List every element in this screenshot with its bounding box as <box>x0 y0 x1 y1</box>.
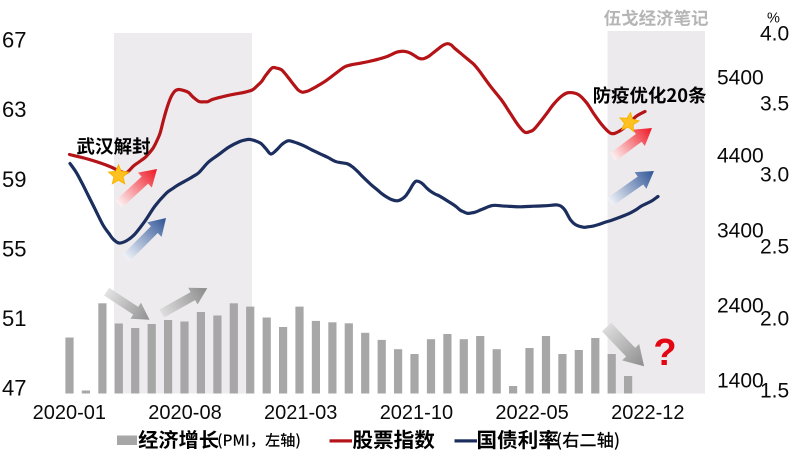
svg-text:?: ? <box>653 332 676 374</box>
svg-text:%: % <box>767 10 780 26</box>
svg-text:3.0: 3.0 <box>760 164 789 187</box>
svg-text:4400: 4400 <box>717 144 764 167</box>
svg-text:4.0: 4.0 <box>760 23 789 46</box>
svg-text:3400: 3400 <box>717 219 764 242</box>
svg-text:67: 67 <box>2 28 26 53</box>
svg-text:2400: 2400 <box>717 294 764 317</box>
svg-text:2022-05: 2022-05 <box>495 402 568 424</box>
svg-text:59: 59 <box>2 167 26 192</box>
svg-text:2020-01: 2020-01 <box>33 402 106 424</box>
svg-text:47: 47 <box>2 376 26 401</box>
svg-text:1400: 1400 <box>717 369 764 392</box>
svg-text:2022-12: 2022-12 <box>611 402 684 424</box>
svg-text:55: 55 <box>2 237 26 262</box>
svg-text:2021-03: 2021-03 <box>264 402 337 424</box>
svg-text:3.5: 3.5 <box>760 93 789 116</box>
svg-text:1.5: 1.5 <box>760 380 789 403</box>
svg-text:63: 63 <box>2 97 26 122</box>
svg-text:2020-08: 2020-08 <box>148 402 221 424</box>
svg-text:5400: 5400 <box>717 66 764 89</box>
svg-text:2.5: 2.5 <box>760 236 789 259</box>
svg-text:2021-10: 2021-10 <box>380 402 453 424</box>
svg-text:2.0: 2.0 <box>760 308 789 331</box>
svg-text:51: 51 <box>2 306 26 331</box>
